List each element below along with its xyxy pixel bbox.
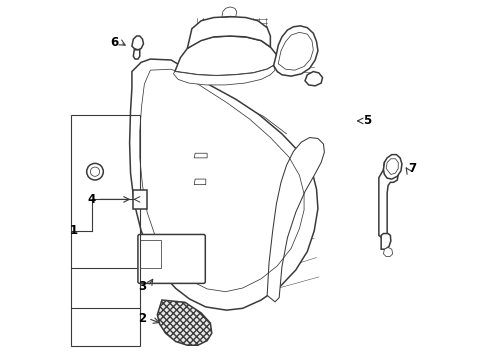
Polygon shape — [132, 36, 144, 50]
Text: 7: 7 — [408, 162, 416, 175]
Polygon shape — [273, 26, 318, 76]
Text: 6: 6 — [111, 36, 119, 49]
Polygon shape — [381, 234, 391, 249]
Polygon shape — [267, 138, 324, 302]
Polygon shape — [305, 72, 322, 86]
FancyBboxPatch shape — [138, 234, 205, 283]
Polygon shape — [157, 300, 212, 345]
Polygon shape — [175, 36, 277, 76]
Bar — [140, 240, 161, 268]
Bar — [133, 190, 147, 208]
Text: 1: 1 — [69, 224, 77, 237]
Polygon shape — [384, 247, 392, 257]
Text: 2: 2 — [139, 312, 147, 325]
Text: 5: 5 — [363, 114, 371, 127]
Text: 4: 4 — [88, 193, 96, 206]
Polygon shape — [379, 156, 398, 239]
Polygon shape — [187, 17, 270, 49]
Text: 3: 3 — [139, 280, 147, 293]
Polygon shape — [133, 50, 140, 59]
Bar — [71, 116, 140, 346]
Polygon shape — [384, 154, 402, 179]
Polygon shape — [130, 59, 318, 310]
Polygon shape — [173, 66, 275, 85]
